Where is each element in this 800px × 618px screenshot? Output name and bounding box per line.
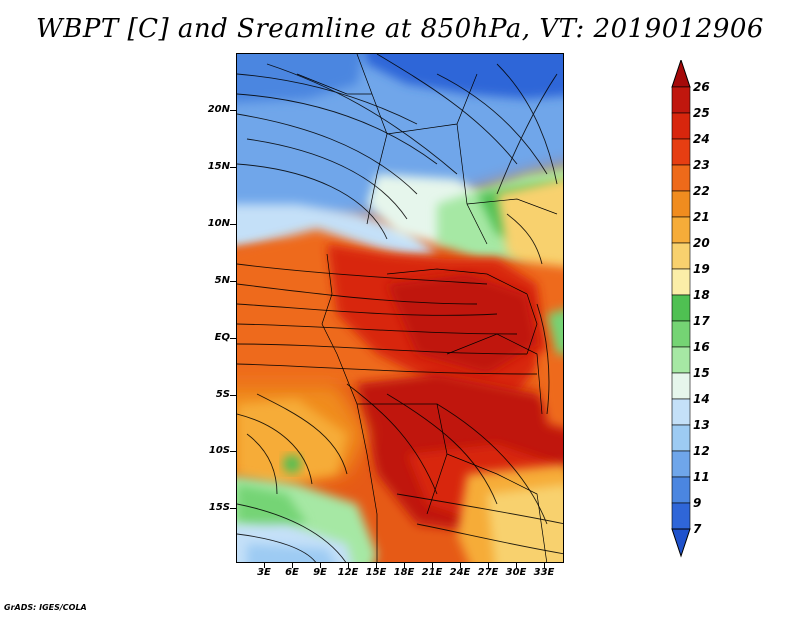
lat-label-10s: 10S — [208, 445, 230, 456]
colorbar-label: 7 — [693, 522, 702, 536]
lon-label-6e: 6E — [285, 567, 299, 578]
lon-tick — [320, 563, 321, 568]
lat-label-15s: 15S — [208, 502, 230, 513]
lon-label-12e: 12E — [337, 567, 359, 578]
lat-tick — [230, 167, 236, 168]
colorbar-label: 17 — [693, 314, 710, 328]
lat-tick — [230, 224, 236, 225]
lon-label-24e: 24E — [449, 567, 471, 578]
colorbar-swatch — [671, 320, 691, 348]
colorbar-swatch — [671, 268, 691, 296]
lon-label-15e: 15E — [365, 567, 387, 578]
colorbar-label: 14 — [693, 392, 710, 406]
map-panel — [236, 53, 564, 563]
lon-tick — [376, 563, 377, 568]
colorbar-swatch — [671, 164, 691, 192]
colorbar-swatch — [671, 346, 691, 374]
colorbar-swatch — [671, 424, 691, 452]
colorbar-top-arrow — [671, 60, 691, 88]
footer-credit: GrADS: IGES/COLA — [4, 603, 87, 612]
country-borders — [296, 54, 558, 562]
wbpt-shading — [237, 54, 563, 562]
lat-label-20n: 20N — [207, 104, 230, 115]
lon-tick — [348, 563, 349, 568]
colorbar-swatch — [671, 86, 691, 114]
lat-label-5n: 5N — [214, 275, 230, 286]
colorbar-label: 22 — [693, 184, 710, 198]
lon-label-9e: 9E — [313, 567, 327, 578]
lon-label-30e: 30E — [505, 567, 527, 578]
lat-label-15n: 15N — [207, 161, 230, 172]
lat-label-eq: EQ — [214, 332, 230, 343]
lat-tick — [230, 110, 236, 111]
colorbar-swatch — [671, 138, 691, 166]
colorbar-label: 20 — [693, 236, 710, 250]
colorbar-label: 21 — [693, 210, 710, 224]
lon-tick — [432, 563, 433, 568]
colorbar-label: 16 — [693, 340, 710, 354]
lon-label-21e: 21E — [421, 567, 443, 578]
colorbar-label: 9 — [693, 496, 702, 510]
lat-label-10n: 10N — [207, 218, 230, 229]
lon-tick — [516, 563, 517, 568]
colorbar-swatch — [671, 242, 691, 270]
lat-tick — [230, 508, 236, 509]
lon-label-18e: 18E — [393, 567, 415, 578]
colorbar-label: 18 — [693, 288, 710, 302]
lon-tick — [544, 563, 545, 568]
lon-label-27e: 27E — [477, 567, 499, 578]
lon-label-33e: 33E — [533, 567, 555, 578]
colorbar-label: 12 — [693, 444, 710, 458]
lat-tick — [230, 281, 236, 282]
colorbar-label: 11 — [693, 470, 710, 484]
colorbar-swatch — [671, 216, 691, 244]
colorbar-swatch — [671, 450, 691, 478]
streamlines — [237, 54, 563, 562]
colorbar-swatch — [671, 476, 691, 504]
map-title: WBPT [C] and Sreamline at 850hPa, VT: 20… — [36, 14, 764, 44]
wbpt-field — [237, 54, 563, 562]
lat-tick — [230, 451, 236, 452]
colorbar-label: 19 — [693, 262, 710, 276]
colorbar-label: 26 — [693, 80, 710, 94]
colorbar-label: 25 — [693, 106, 710, 120]
colorbar-swatch — [671, 112, 691, 140]
colorbar-label: 23 — [693, 158, 710, 172]
lon-tick — [264, 563, 265, 568]
colorbar-swatch — [671, 190, 691, 218]
lon-tick — [292, 563, 293, 568]
colorbar-label: 24 — [693, 132, 710, 146]
colorbar-swatch — [671, 398, 691, 426]
lon-tick — [488, 563, 489, 568]
lon-tick — [460, 563, 461, 568]
lat-tick — [230, 395, 236, 396]
colorbar-swatch — [671, 294, 691, 322]
colorbar-swatch — [671, 502, 691, 530]
lat-tick — [230, 338, 236, 339]
colorbar-label: 13 — [693, 418, 710, 432]
lon-label-3e: 3E — [257, 567, 271, 578]
colorbar-label: 15 — [693, 366, 710, 380]
colorbar — [671, 60, 691, 558]
lon-tick — [404, 563, 405, 568]
colorbar-bottom-arrow — [671, 528, 691, 558]
colorbar-swatch — [671, 372, 691, 400]
lat-label-5s: 5S — [215, 389, 230, 400]
